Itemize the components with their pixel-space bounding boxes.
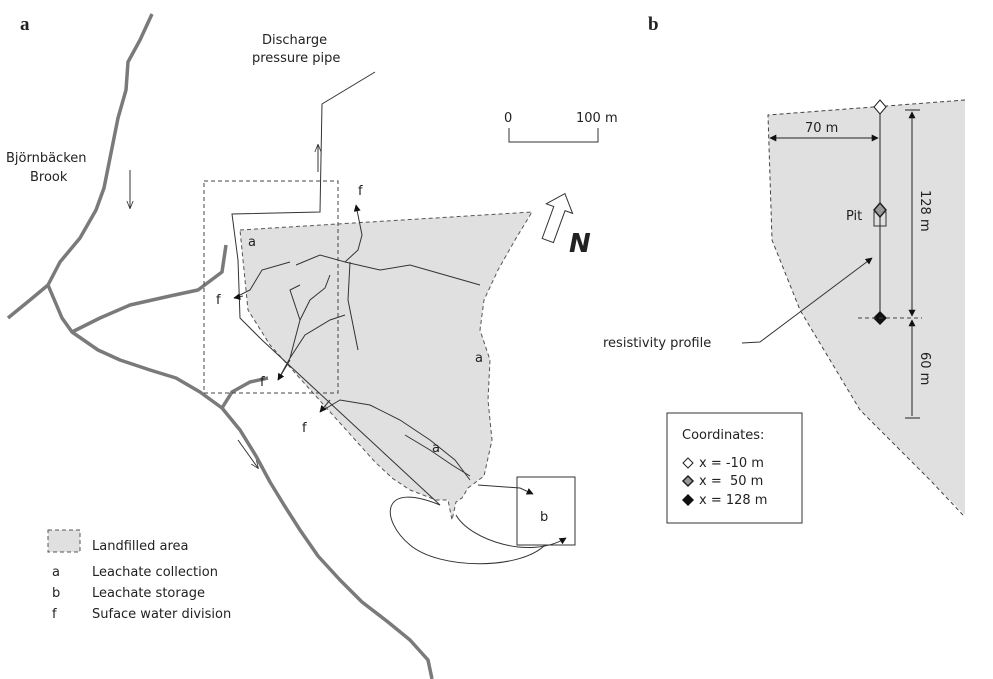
legend-label: Landfilled area	[92, 539, 188, 554]
panel-label: a	[20, 14, 30, 35]
label-arrow	[741, 257, 873, 344]
brook-label: Brook	[30, 170, 68, 185]
storage-frame	[516, 476, 576, 546]
coordinate-row: x = -10 m	[699, 456, 764, 471]
collection-label: a	[475, 351, 483, 366]
flow-arrow	[237, 439, 258, 468]
collection-label: a	[432, 441, 440, 456]
legend-label: Suface water division	[92, 607, 231, 622]
pit-label: Pit	[846, 209, 862, 224]
scale-bar	[508, 128, 599, 143]
detail-frame	[203, 180, 339, 394]
legend-swatch	[47, 529, 81, 553]
division-label: f	[358, 184, 363, 199]
coordinate-row: x = 50 m	[699, 474, 763, 489]
brook-tributary	[220, 376, 269, 409]
landfilled-area	[239, 211, 533, 521]
legend-label: Leachate storage	[92, 586, 205, 601]
panel-label: b	[648, 14, 659, 35]
landfill-boundary	[767, 99, 966, 516]
division-label: f	[216, 293, 221, 308]
brook	[46, 13, 434, 679]
dimension-label: 128 m	[917, 190, 932, 232]
scale-label: 0	[504, 111, 512, 126]
north-arrow	[541, 192, 574, 244]
coordinates-title: Coordinates:	[682, 428, 764, 443]
north-label: N	[569, 229, 591, 259]
coordinates-box	[666, 412, 803, 524]
brook-tributary	[6, 283, 50, 320]
coordinate-row: x = 128 m	[699, 493, 767, 508]
coordinate-symbol	[681, 474, 695, 488]
leachate-lines	[233, 204, 567, 565]
coordinate-symbol	[682, 457, 694, 469]
dimension-label: 70 m	[805, 121, 838, 136]
profile-marker	[873, 99, 887, 115]
legend-key: f	[52, 607, 57, 622]
legend-label: Leachate collection	[92, 565, 218, 580]
brook-tributary	[71, 244, 228, 334]
landfilled-area	[768, 100, 965, 515]
profile-marker	[873, 201, 887, 219]
legend-key: a	[52, 565, 60, 580]
profile-label: resistivity profile	[603, 336, 711, 351]
scale-label: 100 m	[576, 111, 618, 126]
division-label: f	[260, 375, 265, 390]
pipe-label: pressure pipe	[252, 51, 340, 66]
legend-key: b	[52, 586, 60, 601]
coordinate-symbol	[682, 494, 694, 506]
collection-label: a	[248, 235, 256, 250]
dimension-label: 60 m	[917, 352, 932, 385]
pipe-label: Discharge	[262, 33, 327, 48]
brook-label: Björnbäcken	[6, 151, 87, 166]
pressure-pipe	[231, 71, 441, 506]
division-label: f	[302, 421, 307, 436]
storage-label: b	[540, 510, 548, 525]
